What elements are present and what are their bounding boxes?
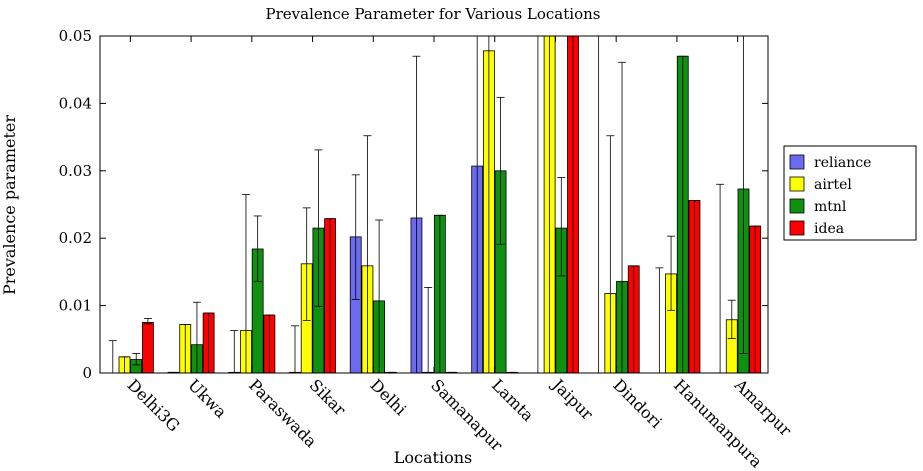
chart-title: Prevalence Parameter for Various Locatio… xyxy=(266,5,601,23)
legend-label-mtnl: mtnl xyxy=(814,199,847,215)
legend-swatch-airtel xyxy=(789,176,805,192)
x-tick-label: Sikar xyxy=(306,375,350,419)
x-tick-label: Delhi xyxy=(366,375,410,419)
legend-swatch-idea xyxy=(789,220,805,236)
y-tick-label: 0.04 xyxy=(59,94,92,112)
x-tick-label: Dindori xyxy=(609,375,665,431)
y-tick-label: 0.02 xyxy=(59,229,92,247)
x-tick-label: Delhi3G xyxy=(124,375,184,435)
legend-label-reliance: reliance xyxy=(814,155,871,171)
y-tick-label: 0.05 xyxy=(59,27,92,45)
x-axis-label: Locations xyxy=(394,448,472,467)
legend-swatch-mtnl xyxy=(789,198,805,214)
legend: reliance airtel mtnl idea xyxy=(783,145,917,241)
y-tick-label: 0 xyxy=(82,364,92,382)
x-tick-label: Amarpur xyxy=(730,375,795,440)
y-tick-label: 0.01 xyxy=(59,297,92,315)
legend-swatch-reliance xyxy=(789,154,805,170)
bar-idea-delhi3g xyxy=(142,322,154,374)
legend-label-idea: idea xyxy=(814,221,844,237)
x-tick-label: Lamta xyxy=(488,375,538,425)
x-tick-label: Jaipur xyxy=(547,374,597,424)
plot-frame xyxy=(99,35,769,374)
y-axis-label: Prevalence parameter xyxy=(0,115,19,295)
legend-box xyxy=(783,145,917,241)
y-tick-label: 0.03 xyxy=(59,162,92,180)
x-tick-label: Ukwa xyxy=(184,375,231,422)
legend-label-airtel: airtel xyxy=(814,177,852,193)
